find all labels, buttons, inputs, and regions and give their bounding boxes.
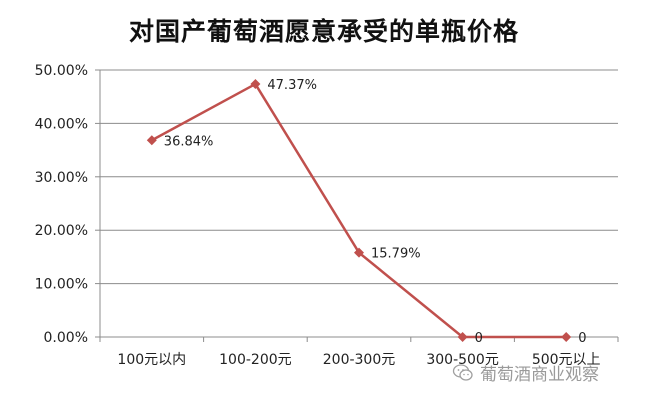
x-tick-label: 500元以上: [532, 352, 601, 368]
data-point: [354, 247, 364, 258]
data-label: 36.84%: [164, 134, 214, 149]
y-tick-label: 10.00%: [35, 277, 88, 293]
y-tick-label: 30.00%: [35, 170, 88, 186]
watermark: 葡萄酒商业观察: [452, 360, 599, 385]
data-label: 0: [475, 331, 483, 346]
y-tick-label: 20.00%: [35, 223, 88, 239]
y-tick-label: 50.00%: [35, 63, 88, 79]
x-tick-label: 100-200元: [219, 352, 292, 368]
data-point: [146, 135, 157, 146]
wechat-icon: [452, 363, 473, 381]
data-point: [561, 332, 572, 342]
data-label: 47.37%: [267, 78, 317, 93]
data-point: [457, 332, 468, 342]
data-label: 0: [578, 331, 586, 346]
chart-title: 对国产葡萄酒愿意承受的单瓶价格: [128, 17, 519, 46]
y-tick-label: 40.00%: [35, 116, 88, 132]
series-line: [151, 82, 567, 339]
x-tick-label: 200-300元: [323, 352, 396, 368]
x-tick-label: 100元以内: [117, 352, 186, 368]
data-point: [250, 79, 261, 90]
x-tick-label: 300-500元: [426, 352, 499, 368]
watermark-text: 葡萄酒商业观察: [480, 365, 599, 385]
data-label: 15.79%: [371, 247, 421, 262]
y-tick-label: 0.00%: [44, 330, 88, 346]
